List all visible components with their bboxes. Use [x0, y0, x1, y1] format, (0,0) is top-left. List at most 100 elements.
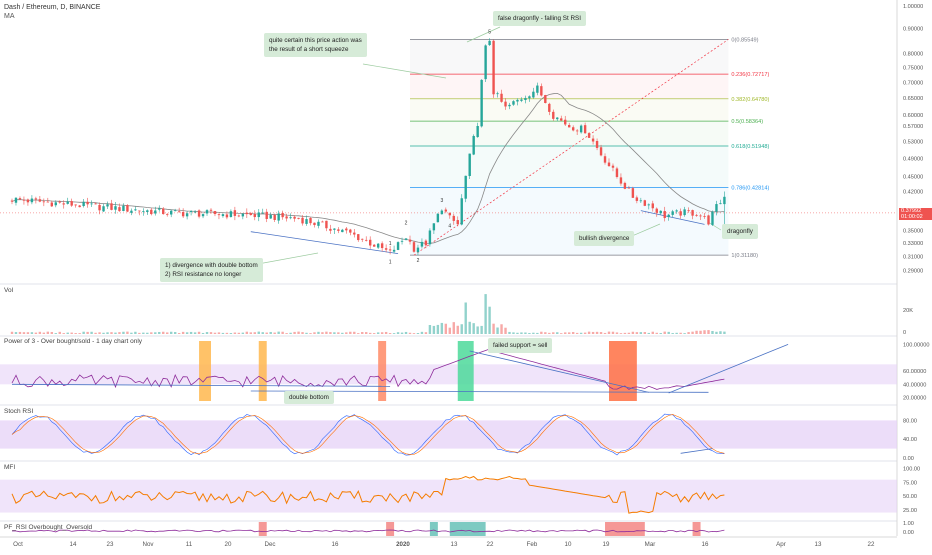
pf-signal-zone — [429, 522, 438, 536]
candle-body — [679, 211, 682, 216]
stoch-tick-label: 80.00 — [903, 418, 917, 424]
volume-bar — [372, 333, 376, 334]
volume-bar — [424, 332, 428, 334]
volume-bar — [599, 332, 603, 334]
candle-body — [150, 209, 153, 215]
fib-level-label: 0.382(0.64780) — [731, 97, 769, 103]
candle-body — [536, 85, 539, 93]
annotation-leader — [257, 252, 319, 265]
volume-bar — [671, 333, 674, 334]
annotation-leader — [707, 221, 722, 231]
candle-body — [273, 215, 276, 220]
stoch-tick-label: 40.00 — [903, 437, 917, 443]
time-tick-label: 16 — [702, 541, 709, 548]
volume-bar — [460, 324, 463, 334]
volume-bar — [480, 325, 483, 334]
candle-body — [46, 201, 50, 203]
candle-body — [329, 228, 332, 231]
candle-body — [257, 212, 260, 218]
candle-body — [372, 244, 376, 247]
time-tick-label: 16 — [332, 541, 339, 548]
candle-body — [122, 205, 125, 211]
candle-body — [293, 216, 296, 219]
candle-body — [138, 210, 141, 212]
volume-bar — [484, 294, 487, 334]
volume-bar — [611, 331, 615, 334]
price-tick-label: 0.49000 — [903, 157, 923, 163]
candle-body — [14, 197, 18, 203]
candle-body — [587, 133, 591, 138]
time-tick-label: 19 — [603, 541, 610, 548]
mfi-tick-label: 50.00 — [903, 494, 917, 500]
candle-body — [631, 188, 635, 198]
ma-indicator-label[interactable]: MA — [4, 13, 15, 20]
wave-label: 2 — [417, 258, 420, 264]
volume-bar — [512, 332, 515, 334]
candle-body — [233, 210, 237, 216]
power-ascending-line — [668, 343, 789, 394]
candle-body — [675, 210, 678, 212]
candle-body — [412, 242, 416, 252]
volume-bar — [26, 332, 30, 334]
volume-bar — [293, 331, 296, 334]
volume-bar — [603, 332, 607, 334]
candle-body — [512, 101, 515, 105]
volume-bar — [679, 332, 682, 334]
volume-bar — [253, 332, 256, 334]
volume-bar — [201, 332, 205, 334]
candle-body — [703, 216, 706, 217]
volume-bar — [189, 331, 193, 334]
volume-bar — [170, 331, 173, 334]
candle-body — [118, 207, 121, 212]
candle-body — [309, 218, 312, 224]
candle-body — [205, 210, 209, 214]
candle-body — [130, 210, 133, 213]
candle-body — [110, 203, 113, 210]
candle-body — [10, 200, 14, 202]
volume-bar — [30, 332, 34, 334]
volume-bar — [583, 332, 587, 334]
signal-zone — [609, 341, 637, 401]
mfi-tick-label: 75.00 — [903, 480, 917, 486]
candle-body — [524, 97, 527, 101]
time-tick-label: Feb — [527, 541, 538, 548]
candle-body — [599, 147, 603, 156]
candle-body — [591, 138, 595, 142]
candle-body — [189, 211, 193, 213]
candle-body — [508, 104, 511, 107]
price-tick-label: 0.57000 — [903, 124, 923, 130]
candle-body — [54, 202, 57, 206]
candle-body — [583, 125, 587, 134]
candle-body — [74, 204, 77, 206]
candle-body — [253, 214, 256, 218]
volume-bar — [536, 332, 539, 334]
volume-bar — [94, 332, 97, 334]
volume-bar — [345, 332, 348, 334]
candle-body — [305, 219, 308, 224]
candle-body — [687, 210, 690, 212]
candle-body — [480, 79, 483, 127]
power-support-line — [11, 383, 391, 387]
candle-body — [177, 211, 181, 213]
volume-bar — [695, 330, 698, 334]
candle-body — [500, 93, 503, 102]
time-tick-label: 2020 — [396, 541, 410, 548]
volume-bar — [432, 325, 436, 334]
candle-body — [496, 93, 499, 95]
volume-bar — [655, 332, 658, 334]
volume-bar — [627, 332, 631, 334]
time-tick-label: Apr — [776, 541, 786, 548]
volume-bar — [197, 331, 201, 334]
volume-bar — [440, 322, 444, 334]
volume-bar — [472, 323, 475, 334]
candle-body — [337, 229, 340, 231]
candle-body — [568, 124, 571, 128]
candle-body — [62, 203, 65, 205]
volume-bar — [643, 332, 647, 334]
candle-body — [365, 239, 368, 241]
volume-bar — [516, 332, 519, 334]
candle-body — [229, 211, 233, 217]
volume-bar — [321, 332, 324, 334]
candle-body — [162, 208, 165, 215]
volume-bar — [376, 332, 380, 334]
